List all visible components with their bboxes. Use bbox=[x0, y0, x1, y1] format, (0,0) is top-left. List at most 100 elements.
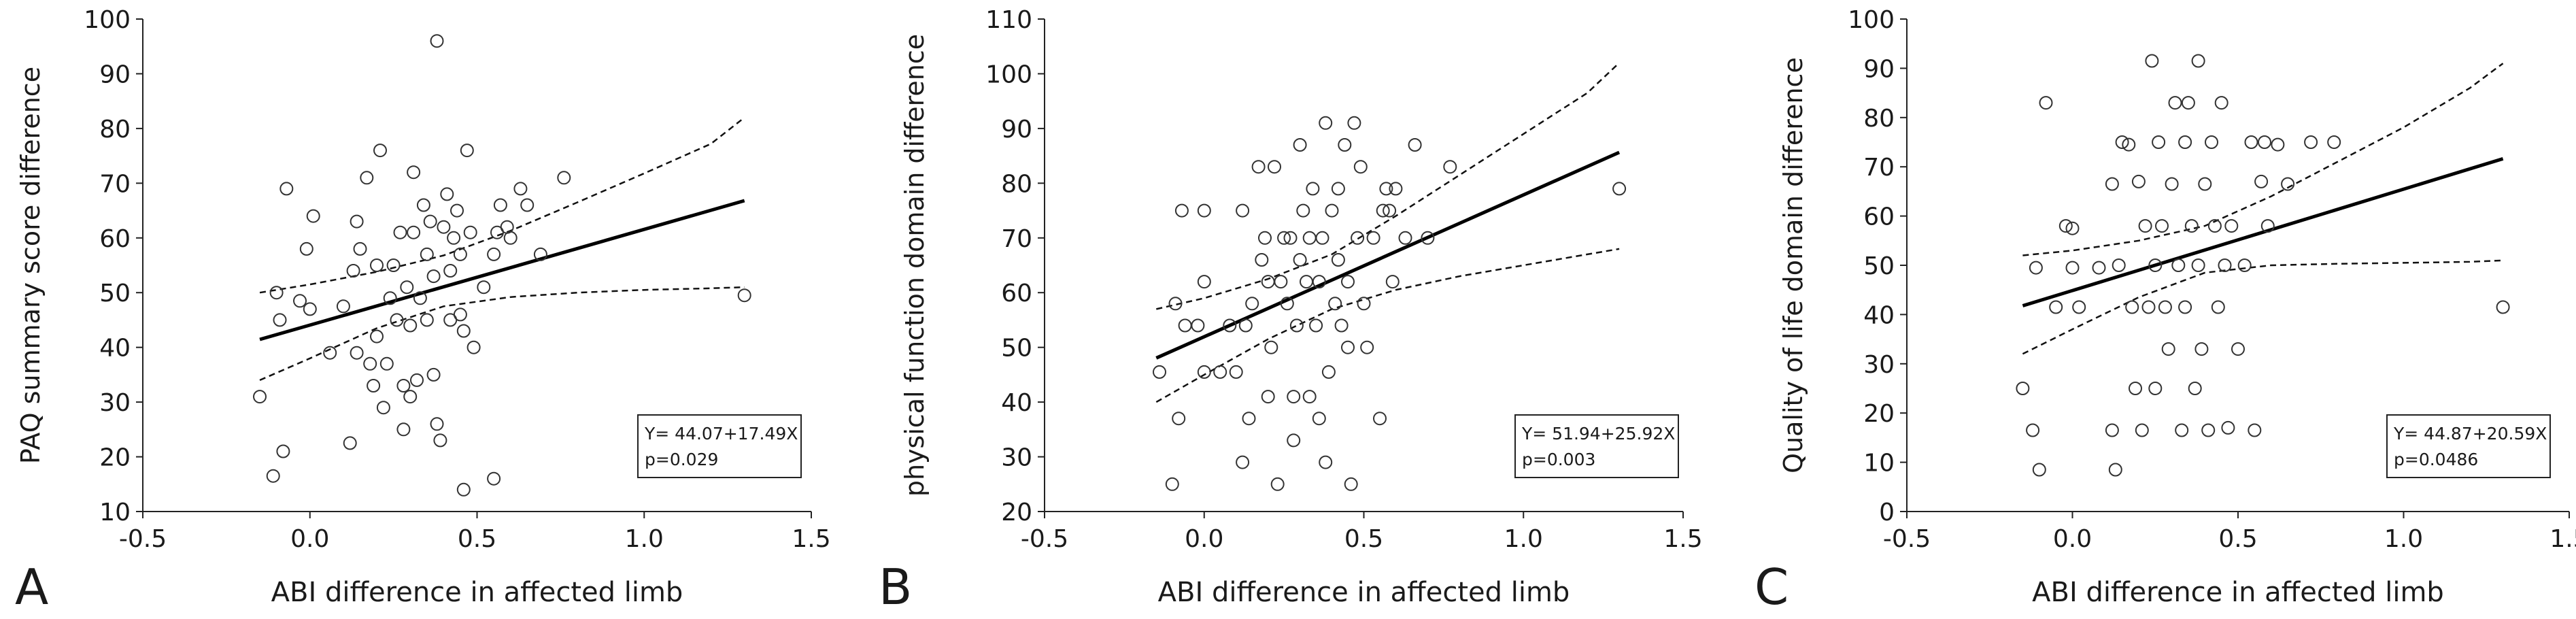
data-point bbox=[2231, 342, 2245, 356]
data-point bbox=[1245, 297, 1259, 311]
data-point bbox=[1309, 318, 1323, 333]
data-point bbox=[1385, 275, 1400, 289]
data-point bbox=[467, 340, 481, 354]
x-tick-label: 1.5 bbox=[1663, 525, 1702, 553]
data-point bbox=[1315, 231, 1329, 245]
data-point bbox=[2168, 96, 2182, 110]
data-point bbox=[2175, 423, 2189, 437]
confidence-band-upper bbox=[1156, 62, 1620, 310]
p-value: p=0.029 bbox=[645, 450, 718, 469]
data-point bbox=[266, 469, 280, 483]
data-point bbox=[1261, 390, 1275, 404]
confidence-band-upper bbox=[259, 116, 745, 294]
data-point bbox=[416, 198, 430, 212]
data-point bbox=[1347, 116, 1361, 130]
y-tick-label: 90 bbox=[1863, 55, 1895, 83]
data-point bbox=[410, 373, 424, 387]
scatter-panel-a: 10 20 30 40 50 60 70 80 90 100 -0.5 0.0 0.5 1.0 1.5 ABI… bbox=[15, 6, 831, 616]
annotation-box bbox=[1514, 414, 1679, 478]
data-point bbox=[430, 417, 444, 431]
data-point bbox=[2198, 177, 2212, 191]
y-tick-label: 100 bbox=[1848, 6, 1895, 34]
data-point bbox=[2029, 261, 2043, 275]
y-tick-label: 70 bbox=[1863, 154, 1895, 182]
x-tick-label: 1.0 bbox=[1504, 525, 1543, 553]
data-point bbox=[1277, 231, 1291, 245]
y-tick-label: 80 bbox=[99, 116, 131, 144]
y-tick-label: 90 bbox=[1001, 116, 1032, 144]
data-point bbox=[1255, 253, 1269, 267]
data-point bbox=[2161, 342, 2175, 356]
data-point bbox=[376, 401, 390, 415]
data-point bbox=[2214, 96, 2228, 110]
data-point bbox=[1287, 390, 1301, 404]
regression-line bbox=[259, 199, 745, 341]
y-axis-label: physical function domain difference bbox=[900, 34, 930, 497]
data-point bbox=[2065, 221, 2080, 235]
y-axis-label: Quality of life domain difference bbox=[1778, 57, 1808, 473]
data-point bbox=[503, 231, 518, 245]
x-tick-label: 1.0 bbox=[2384, 525, 2423, 553]
data-point bbox=[2125, 300, 2139, 314]
regression-equation: Y= 44.87+20.59X bbox=[2393, 424, 2547, 444]
data-point bbox=[2181, 96, 2195, 110]
data-point bbox=[456, 324, 471, 338]
y-tick-label: 70 bbox=[99, 170, 131, 198]
data-point bbox=[1270, 477, 1285, 491]
data-point bbox=[383, 291, 397, 305]
data-point bbox=[1213, 365, 1227, 379]
data-point bbox=[1360, 340, 1374, 354]
data-point bbox=[2158, 300, 2172, 314]
data-point bbox=[379, 356, 394, 371]
data-point bbox=[1242, 412, 1256, 426]
data-point bbox=[533, 247, 547, 261]
data-point bbox=[1168, 297, 1183, 311]
y-tick-label: 20 bbox=[1863, 400, 1895, 428]
regression-line bbox=[1155, 150, 1621, 360]
data-point bbox=[396, 422, 411, 437]
data-point bbox=[1353, 160, 1368, 174]
data-point bbox=[477, 280, 491, 295]
data-point bbox=[350, 346, 364, 360]
data-point bbox=[2092, 261, 2106, 275]
data-point bbox=[423, 214, 437, 229]
data-point bbox=[2105, 423, 2119, 437]
data-point bbox=[2072, 300, 2086, 314]
x-axis-label: ABI difference in affected limb bbox=[1158, 577, 1570, 608]
p-value: p=0.0486 bbox=[2394, 450, 2478, 469]
data-point bbox=[1197, 365, 1211, 379]
regression-equation: Y= 44.07+17.49X bbox=[644, 424, 798, 444]
y-tick-label: 30 bbox=[99, 389, 131, 417]
data-point bbox=[1293, 138, 1307, 152]
data-point bbox=[443, 264, 458, 278]
data-point bbox=[1328, 297, 1342, 311]
data-point bbox=[403, 318, 418, 333]
data-point bbox=[456, 482, 471, 497]
data-point bbox=[2211, 300, 2225, 314]
data-point bbox=[323, 346, 337, 360]
panel-label: B bbox=[879, 558, 912, 616]
data-point bbox=[1398, 231, 1412, 245]
data-point bbox=[336, 299, 350, 314]
data-point bbox=[1408, 138, 1422, 152]
data-point bbox=[1443, 160, 1457, 174]
x-axis-label: ABI difference in affected limb bbox=[271, 577, 683, 608]
data-point bbox=[413, 291, 427, 305]
data-point bbox=[353, 241, 367, 256]
data-point bbox=[2135, 423, 2149, 437]
data-point bbox=[2148, 382, 2163, 395]
data-point bbox=[2191, 54, 2205, 68]
data-point bbox=[2178, 135, 2192, 149]
data-point bbox=[2224, 219, 2239, 233]
data-point bbox=[2105, 177, 2119, 191]
x-tick-label: 0.5 bbox=[1344, 525, 1383, 553]
data-point bbox=[2145, 54, 2159, 68]
data-point bbox=[2178, 300, 2192, 314]
data-point bbox=[1197, 203, 1211, 218]
data-point bbox=[1236, 203, 1250, 218]
data-point bbox=[737, 288, 751, 303]
y-axis-label: PAQ summary score difference bbox=[16, 67, 46, 464]
data-point bbox=[1165, 477, 1179, 491]
data-point bbox=[2155, 219, 2169, 233]
data-point bbox=[253, 390, 267, 404]
